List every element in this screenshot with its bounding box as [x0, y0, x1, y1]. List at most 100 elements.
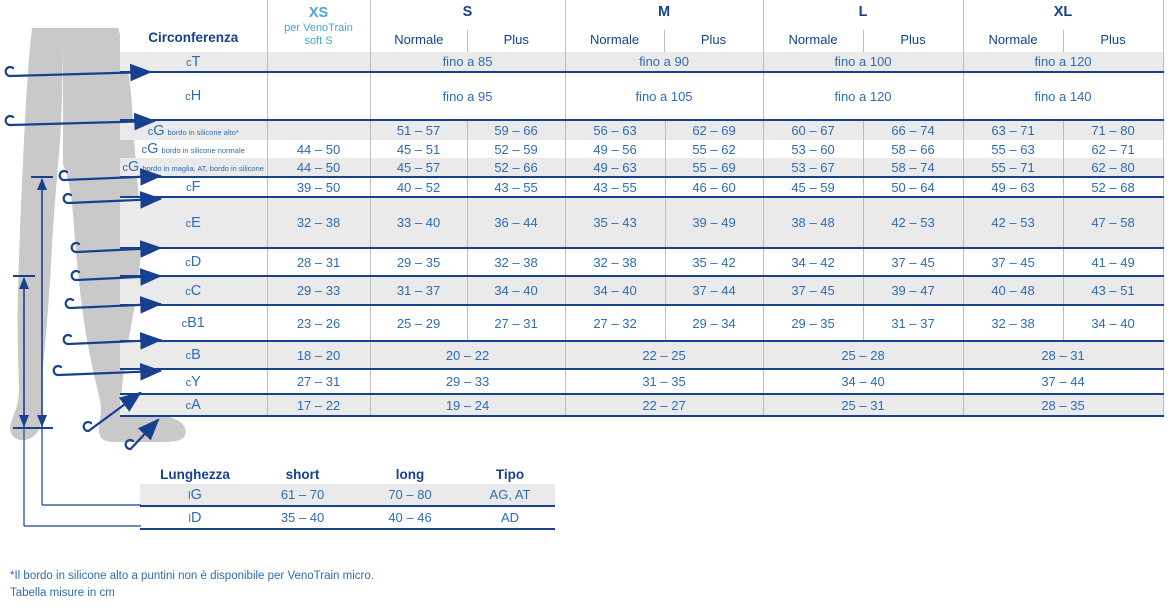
size-cell: 28 – 31 [962, 341, 1164, 370]
measure-arrow-cA [124, 418, 160, 451]
lD-arrowhead-up [19, 277, 29, 289]
size-cell: 46 – 60 [664, 177, 763, 198]
size-cell: 71 – 80 [1062, 120, 1164, 140]
size-cell: fino a 85 [369, 52, 565, 73]
size-cell: 56 – 63 [564, 120, 665, 140]
size-cell: fino a 120 [962, 52, 1164, 73]
size-cell: 23 – 26 [266, 305, 370, 342]
size-cell: 45 – 59 [762, 177, 863, 198]
size-cell: 55 – 71 [962, 158, 1063, 178]
size-cell: 63 – 71 [962, 120, 1063, 140]
length-cell: 40 – 46 [355, 506, 465, 530]
size-header-L: L Normale Plus [762, 0, 963, 52]
size-cell: 29 – 35 [762, 305, 863, 342]
size-cell: 18 – 20 [266, 341, 370, 370]
size-cell: fino a 140 [962, 72, 1164, 121]
length-row-lG: lG 61 – 70 70 – 80 AG, AT [140, 484, 555, 507]
size-cell: 51 – 57 [369, 120, 467, 140]
size-cell: 53 – 67 [762, 158, 863, 178]
size-cell: 42 – 53 [862, 197, 963, 249]
row-label: cG bordo in maglia, AT, bordo in silicone [120, 158, 267, 178]
row-cH: cH fino a 95 fino a 105 fino a 120 fino a 14… [120, 72, 1164, 121]
size-cell: 37 – 45 [962, 248, 1063, 277]
subcolumn-label: Normale [788, 32, 838, 47]
size-cell: 27 – 31 [266, 369, 370, 395]
size-cell: 25 – 28 [762, 341, 963, 370]
subcolumn-label: Plus [467, 30, 565, 52]
length-cell: AD [465, 506, 555, 530]
row-label: lD [140, 506, 250, 530]
footnote-units: Tabella misure in cm [10, 586, 115, 599]
size-cell: 39 – 49 [664, 197, 763, 249]
size-cell: 55 – 62 [664, 140, 763, 158]
length-header-Tipo: Tipo [495, 466, 525, 482]
size-cell: fino a 95 [369, 72, 565, 121]
size-cell: fino a 105 [564, 72, 763, 121]
size-cell: 19 – 24 [369, 394, 565, 417]
row-label: cG bordo in silicone alto* [120, 120, 267, 140]
size-cell: 53 – 60 [762, 140, 863, 158]
size-cell [266, 72, 370, 121]
size-cell: 35 – 43 [564, 197, 665, 249]
size-cell: 44 – 50 [266, 158, 370, 178]
size-cell: 29 – 33 [266, 276, 370, 306]
leg-silhouette-second [10, 28, 63, 441]
size-cell: 49 – 56 [564, 140, 665, 158]
size-header-M: M Normale Plus [564, 0, 763, 52]
circumference-header: Circonferenza [148, 30, 239, 45]
size-cell: 29 – 33 [369, 369, 565, 395]
size-cell: 66 – 74 [862, 120, 963, 140]
size-cell: 52 – 66 [466, 158, 565, 178]
row-cY: cY 27 – 31 29 – 33 31 – 35 34 – 40 37 – 44 [120, 369, 1164, 395]
length-row-lD: lD 35 – 40 40 – 46 AD [140, 506, 555, 530]
row-cC: cC 29 – 33 31 – 37 34 – 40 34 – 40 37 – 44 37 … [120, 276, 1164, 306]
size-cell [266, 52, 370, 73]
size-cell: 38 – 48 [762, 197, 863, 249]
size-cell: 27 – 31 [466, 305, 565, 342]
size-cell [266, 120, 370, 140]
size-cell: 22 – 25 [564, 341, 763, 370]
size-label: XL [1053, 4, 1073, 20]
size-cell: 20 – 22 [369, 341, 565, 370]
length-header-long: long [395, 466, 425, 482]
row-cT: cT fino a 85 fino a 90 fino a 100 fino a 120 [120, 52, 1164, 73]
length-cell: 70 – 80 [355, 484, 465, 507]
size-cell: 34 – 40 [564, 276, 665, 306]
size-cell: 22 – 27 [564, 394, 763, 417]
subcolumn-label: Normale [988, 32, 1038, 47]
circumference-table: Circonferenza XS per VenoTrain soft S S Norma… [120, 0, 1164, 417]
size-cell: 39 – 47 [862, 276, 963, 306]
size-header-S: S Normale Plus [369, 0, 565, 52]
row-label: cB1 [120, 305, 267, 342]
size-cell: 41 – 49 [1062, 248, 1164, 277]
size-cell: 62 – 71 [1062, 140, 1164, 158]
size-label: L [858, 4, 868, 20]
size-cell: 59 – 66 [466, 120, 565, 140]
size-cell: 31 – 37 [369, 276, 467, 306]
size-header-XL: XL Normale Plus [962, 0, 1164, 52]
row-cE: cE 32 – 38 33 – 40 36 – 44 35 – 43 39 – 49 38 … [120, 197, 1164, 249]
length-cell: 61 – 70 [250, 484, 355, 507]
size-cell: 50 – 64 [862, 177, 963, 198]
length-header-Lunghezza: Lunghezza [160, 466, 230, 482]
size-cell: 37 – 45 [762, 276, 863, 306]
size-header-XS: XS per VenoTrain soft S [266, 0, 370, 52]
size-cell: 34 – 42 [762, 248, 863, 277]
subcolumn-label: Plus [663, 30, 763, 52]
row-cF: cF 39 – 50 40 – 52 43 – 55 43 – 55 46 – 60 45 … [120, 177, 1164, 198]
subcolumn-label: Normale [394, 32, 444, 47]
size-cell: 43 – 55 [564, 177, 665, 198]
size-cell: 36 – 44 [466, 197, 565, 249]
size-cell: 60 – 67 [762, 120, 863, 140]
size-cell: 55 – 63 [962, 140, 1063, 158]
row-label: cB [120, 341, 267, 370]
size-cell: 55 – 69 [664, 158, 763, 178]
size-cell: 25 – 31 [762, 394, 963, 417]
size-cell: fino a 100 [762, 52, 963, 73]
size-label: XS [308, 4, 329, 21]
length-table: Lunghezza short long Tipo lG 61 – 70 70 – 80 AG… [140, 464, 555, 530]
size-cell: 47 – 58 [1062, 197, 1164, 249]
length-cell: AG, AT [465, 484, 555, 507]
row-label: cY [120, 369, 267, 395]
row-cA: cA 17 – 22 19 – 24 22 – 27 25 – 31 28 – 35 [120, 394, 1164, 417]
